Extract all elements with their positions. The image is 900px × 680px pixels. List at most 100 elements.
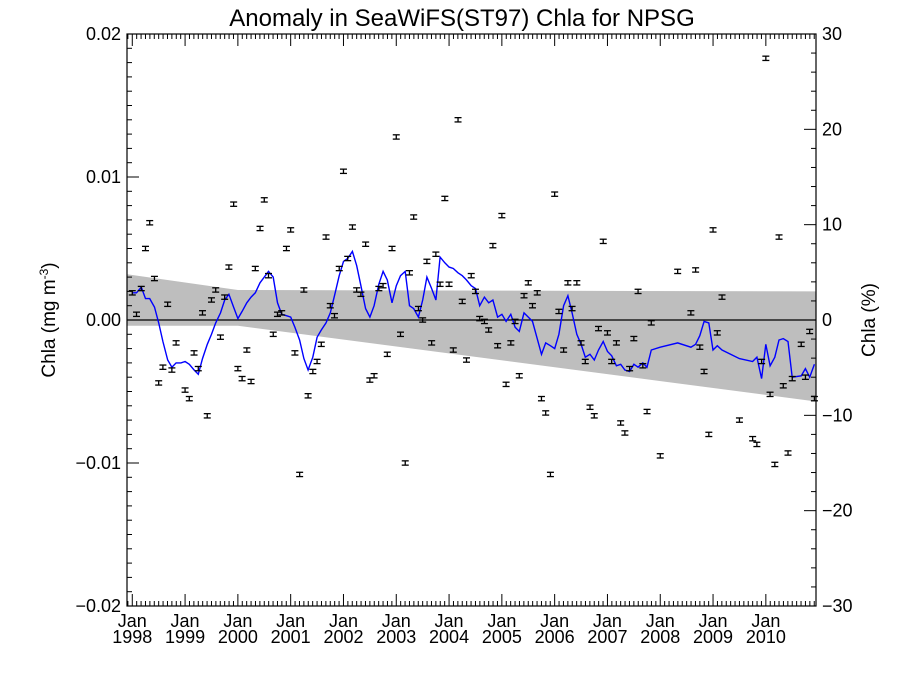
data-point-54	[370, 372, 378, 379]
data-point-73	[454, 117, 462, 123]
data-point-113	[630, 335, 638, 342]
data-point-21	[225, 264, 233, 270]
y-right-tick-label: 30	[822, 24, 842, 44]
y-right-tick-label: 0	[822, 310, 832, 330]
x-tick-label-year: 1998	[112, 627, 152, 647]
x-tick-label-month: Jan	[435, 611, 464, 631]
data-point-19	[216, 334, 224, 340]
data-point-64	[414, 305, 422, 312]
data-point-102	[581, 358, 589, 365]
data-point-109	[612, 340, 620, 346]
data-point-87	[515, 372, 523, 379]
data-point-112	[626, 365, 634, 372]
data-point-47	[339, 168, 347, 175]
y-left-tick-label: −0.02	[75, 596, 121, 616]
data-point-0	[128, 290, 136, 296]
data-point-129	[749, 435, 757, 442]
data-point-81	[489, 242, 497, 249]
data-point-35	[287, 227, 295, 233]
data-point-119	[674, 268, 682, 275]
data-point-49	[348, 224, 356, 230]
data-point-99	[568, 305, 576, 312]
data-point-86	[511, 318, 519, 325]
data-point-104	[590, 413, 598, 419]
data-point-131	[758, 358, 766, 365]
y-left-tick-label: 0.00	[86, 310, 121, 330]
data-point-141	[806, 328, 814, 335]
data-point-27	[251, 265, 259, 272]
data-point-101	[577, 340, 585, 346]
data-point-68	[432, 251, 440, 258]
data-point-96	[555, 308, 563, 315]
y-right-tick-label: −20	[822, 501, 853, 521]
data-point-58	[388, 245, 396, 252]
data-point-72	[449, 347, 457, 353]
data-point-128	[735, 417, 743, 423]
data-point-59	[392, 134, 400, 140]
data-point-71	[445, 281, 453, 288]
x-tick-label-month: Jan	[751, 611, 780, 631]
data-point-62	[405, 270, 413, 276]
data-point-93	[542, 410, 550, 416]
series-line-blue	[132, 249, 816, 379]
data-point-36	[291, 350, 299, 356]
data-point-3	[141, 245, 149, 252]
data-point-34	[282, 245, 290, 252]
x-tick-label-year: 2000	[218, 627, 258, 647]
data-point-88	[520, 292, 528, 299]
data-point-78	[476, 315, 484, 322]
data-point-123	[700, 368, 708, 375]
smoothed-line-layer	[132, 249, 816, 379]
data-point-22	[230, 201, 238, 207]
data-point-140	[801, 374, 809, 380]
data-point-24	[238, 375, 246, 382]
data-point-126	[713, 330, 721, 336]
x-tick-label-month: Jan	[699, 611, 728, 631]
y-left-tick-label: −0.01	[75, 453, 121, 473]
data-point-135	[775, 234, 783, 240]
monthly-points-layer	[128, 55, 818, 478]
data-point-106	[599, 238, 607, 245]
data-point-4	[146, 219, 154, 226]
data-point-66	[423, 258, 431, 265]
data-point-17	[207, 297, 215, 303]
data-point-83	[498, 212, 506, 219]
data-point-114	[634, 288, 642, 295]
data-point-42	[317, 341, 325, 348]
data-point-32	[273, 311, 281, 318]
data-point-107	[603, 330, 611, 336]
data-point-44	[326, 302, 334, 309]
data-point-63	[410, 214, 418, 220]
x-tick-label-year: 2005	[482, 627, 522, 647]
data-point-20	[221, 294, 229, 300]
data-point-15	[198, 310, 206, 316]
y-axis-left-label: Chla (mg m-3)	[37, 262, 60, 377]
data-point-1	[133, 311, 141, 318]
data-point-57	[383, 351, 391, 358]
data-point-98	[564, 280, 572, 286]
data-point-111	[621, 430, 629, 436]
data-point-8	[164, 301, 172, 308]
x-tick-label-month: Jan	[593, 611, 622, 631]
x-tick-label-month: Jan	[382, 611, 411, 631]
data-point-130	[753, 441, 761, 448]
data-point-48	[344, 255, 352, 262]
data-point-103	[586, 404, 594, 411]
data-point-97	[560, 347, 568, 353]
data-point-124	[705, 431, 713, 438]
data-point-65	[419, 317, 427, 323]
data-point-82	[494, 342, 502, 349]
x-tick-label-month: Jan	[329, 611, 358, 631]
data-point-116	[643, 408, 651, 415]
y-right-tick-label: −30	[822, 596, 853, 616]
data-point-7	[159, 364, 167, 370]
x-tick-label-year: 2001	[271, 627, 311, 647]
data-point-132	[762, 55, 770, 62]
data-point-92	[537, 395, 545, 402]
data-point-30	[264, 272, 272, 279]
data-point-121	[692, 267, 700, 273]
data-point-40	[309, 368, 317, 375]
data-point-117	[647, 320, 655, 326]
x-tick-label-month: Jan	[171, 611, 200, 631]
data-point-6	[155, 380, 163, 386]
